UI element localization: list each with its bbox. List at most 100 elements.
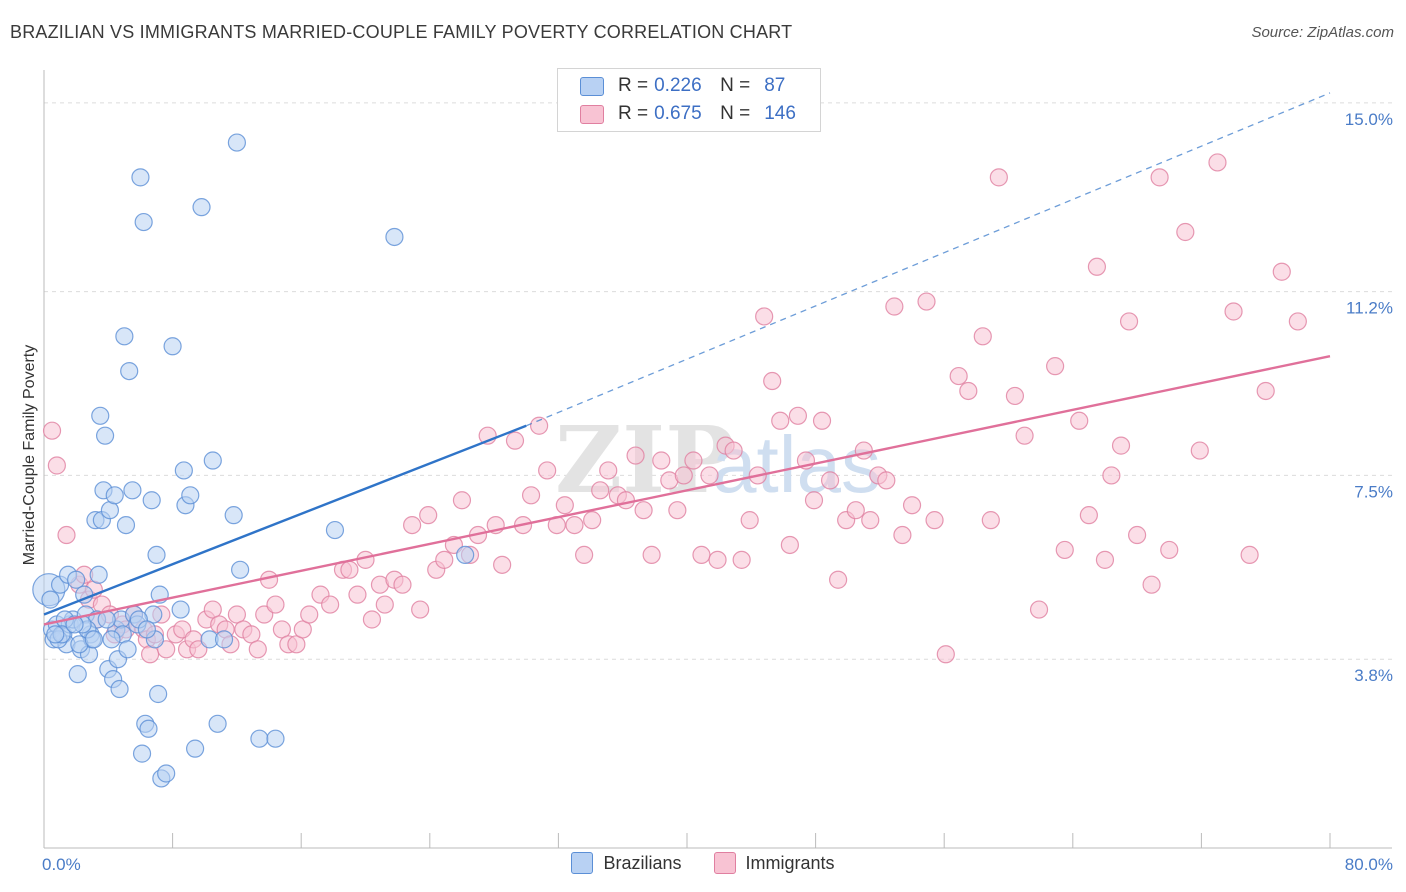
data-point [708,550,727,569]
data-point [1190,441,1209,460]
data-point [674,466,693,485]
data-point [393,575,412,594]
series-brazilians [32,133,475,788]
data-point [403,515,422,535]
data-point [668,501,687,520]
data-point [1079,506,1098,525]
data-point [411,600,430,619]
data-point [65,615,84,634]
data-point [192,198,211,217]
legend-n-key: N = [720,75,751,96]
data-point [575,545,594,565]
axes [43,70,1392,849]
data-point [740,511,759,530]
data-point [321,595,340,614]
data-point [132,744,152,763]
data-point [1256,381,1275,401]
data-point [356,550,375,569]
data-point [877,471,896,490]
data-point [936,645,955,664]
data-point [854,441,873,460]
data-point [925,511,944,530]
data-point [227,133,246,152]
data-point [1272,262,1291,281]
data-point [419,506,438,525]
data-point [91,406,110,425]
legend-n-key: N = [720,103,751,124]
data-point [46,625,65,644]
trend-lines [43,92,1331,626]
data-point [105,486,124,505]
data-point [1208,153,1227,172]
trend-line-brazilians-extrapolated [526,92,1331,427]
legend-r-value: 0.226 [654,75,702,96]
data-point [626,446,645,465]
data-point [208,714,227,733]
data-point [861,511,880,530]
data-point [959,381,978,401]
data-point [763,371,782,391]
data-point [755,307,774,326]
data-point [1119,312,1139,331]
data-point [1102,466,1121,485]
data-point [248,640,267,659]
legend-item-immigrants[interactable]: Immigrants [713,852,835,874]
data-point [300,605,319,624]
y-tick-label: 11.2% [1346,299,1393,318]
data-point [375,595,394,614]
data-point [616,491,636,510]
data-point [385,227,404,247]
data-point [340,560,359,579]
legend-item-brazilians[interactable]: Brazilians [571,852,682,874]
y-tick-labels: 3.8% 7.5% 11.2% 15.0% [1345,110,1393,685]
data-point [57,525,76,545]
data-point [67,570,86,589]
data-point [362,610,382,629]
data-point [555,496,574,515]
data-point [110,679,129,699]
data-point [788,406,808,425]
data-point [642,545,661,565]
data-point [583,511,602,530]
data-point [266,595,285,614]
legend-swatch-pink [580,104,604,124]
y-tick-label: 15.0% [1345,110,1393,129]
data-point [591,481,610,500]
legend-swatch-blue [571,852,594,874]
data-point [224,506,243,525]
data-point [1046,357,1065,376]
data-point [771,411,790,430]
x-tick-label-min: 0.0% [42,855,81,874]
data-point [203,451,222,470]
gridlines [44,102,1392,660]
data-point [885,297,904,316]
x-ticks [172,833,1331,848]
data-point [41,590,60,609]
data-point [84,630,103,649]
data-point [521,486,541,505]
data-point [89,565,108,584]
data-point [634,501,653,520]
data-point [142,491,161,510]
legend-swatch-blue [580,76,604,96]
data-point [452,491,472,510]
data-point [174,461,193,480]
series-immigrants [42,153,1307,664]
data-point [181,486,200,505]
data-point [692,545,711,565]
data-point [1150,168,1169,187]
legend-swatch-pink [713,852,736,874]
data-point [804,491,824,510]
data-point [171,600,190,619]
legend-label-brazilians: Brazilians [603,852,682,873]
data-point [1070,411,1089,430]
watermark-atlas: atlas [712,420,881,509]
data-point [893,525,912,545]
legend-row-brazilians: R = 0.226 N = 87 [580,74,785,98]
data-point [250,729,269,748]
legend-r-key: R = [618,103,649,124]
source-label: Source: ZipAtlas.com [1251,24,1394,41]
data-point [973,327,992,346]
y-tick-label: 7.5% [1354,482,1393,501]
data-point [266,729,285,748]
